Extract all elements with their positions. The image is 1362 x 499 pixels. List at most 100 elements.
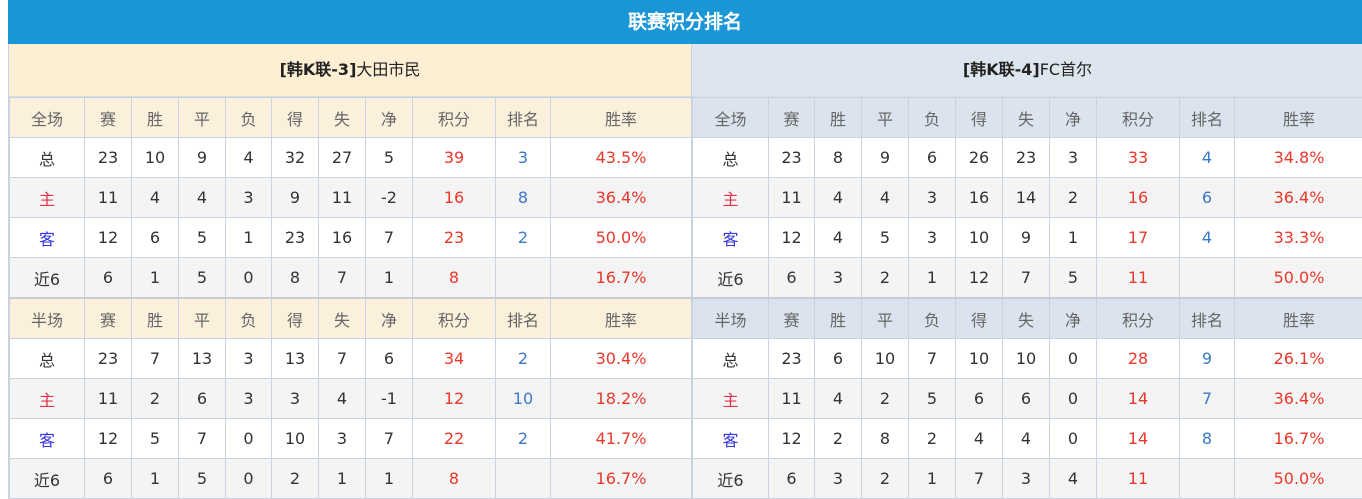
header-cell: 失 [319, 298, 366, 339]
table-cell: 0 [1050, 339, 1097, 379]
header-cell: 失 [1003, 98, 1050, 138]
table-cell: 10 [956, 218, 1003, 258]
header-cell: 全场 [10, 98, 85, 138]
table-cell: 总 [10, 339, 85, 379]
table-cell: 6 [909, 138, 956, 178]
table-cell: 23 [769, 138, 815, 178]
header-cell: 积分 [1097, 98, 1180, 138]
table-cell: 23 [1003, 138, 1050, 178]
table-cell: 3 [909, 178, 956, 218]
table-cell: 2 [132, 379, 179, 419]
table-cell [496, 459, 551, 499]
table-cell: 8 [272, 258, 319, 299]
header-cell: 得 [272, 298, 319, 339]
table-cell: 16 [1097, 178, 1180, 218]
table-cell: 50.0% [1235, 459, 1362, 499]
header-cell: 净 [366, 98, 413, 138]
header-cell: 排名 [1180, 298, 1235, 339]
table-cell: 12 [85, 419, 132, 459]
table-cell: 1 [366, 459, 413, 499]
table-cell: 3 [1050, 138, 1097, 178]
table-cell: 主 [693, 379, 769, 419]
table-cell: 10 [496, 379, 551, 419]
header-cell: 赛 [85, 298, 132, 339]
table-cell: 1 [909, 258, 956, 299]
header-row: 半场赛胜平负得失净积分排名胜率 [10, 298, 692, 339]
table-cell: 28 [1097, 339, 1180, 379]
table-cell [1180, 258, 1235, 299]
team-name[interactable]: [韩K联-4]FC首尔 [692, 44, 1362, 97]
table-cell: 43.5% [551, 138, 692, 178]
table-cell: 0 [226, 419, 272, 459]
team-label: 大田市民 [356, 60, 420, 79]
table-cell: 1 [226, 218, 272, 258]
header-cell: 胜 [132, 98, 179, 138]
table-cell: 7 [132, 339, 179, 379]
team-label: FC首尔 [1040, 60, 1092, 79]
table-cell: 8 [496, 178, 551, 218]
table-cell: 近6 [10, 459, 85, 499]
table-cell: 11 [85, 178, 132, 218]
table-cell [1180, 459, 1235, 499]
table-cell: 16 [319, 218, 366, 258]
table-cell: 2 [862, 258, 909, 299]
table-cell: 12 [413, 379, 496, 419]
table-cell: 4 [956, 419, 1003, 459]
table-cell: 7 [956, 459, 1003, 499]
table-cell: 7 [1003, 258, 1050, 299]
table-cell: 4 [1003, 419, 1050, 459]
table-cell: 1 [132, 258, 179, 299]
table-cell: 5 [909, 379, 956, 419]
table-cell: 36.4% [551, 178, 692, 218]
header-cell: 全场 [693, 98, 769, 138]
table-cell: 33 [1097, 138, 1180, 178]
table-cell: 34.8% [1235, 138, 1362, 178]
table-cell: 16.7% [1235, 419, 1362, 459]
table-cell: 16 [956, 178, 1003, 218]
table-cell: 1 [319, 459, 366, 499]
table-cell: 6 [179, 379, 226, 419]
table-cell: 8 [1180, 419, 1235, 459]
table-cell: 32 [272, 138, 319, 178]
table-cell: -2 [366, 178, 413, 218]
table-cell: 23 [272, 218, 319, 258]
team-name[interactable]: [韩K联-3]大田市民 [9, 44, 691, 97]
table-cell: 23 [85, 138, 132, 178]
table-cell: 18.2% [551, 379, 692, 419]
header-cell: 负 [226, 98, 272, 138]
header-cell: 排名 [1180, 98, 1235, 138]
table-cell: 11 [1097, 459, 1180, 499]
table-cell: 5 [366, 138, 413, 178]
header-cell: 赛 [769, 298, 815, 339]
header-cell: 胜率 [551, 298, 692, 339]
table-cell: 近6 [693, 258, 769, 299]
table-cell: 16 [413, 178, 496, 218]
table-cell: 9 [272, 178, 319, 218]
table-cell: 4 [319, 379, 366, 419]
table-cell: 客 [10, 218, 85, 258]
header-cell: 负 [909, 98, 956, 138]
table-cell: 5 [132, 419, 179, 459]
table-cell: 0 [1050, 379, 1097, 419]
table-cell: 2 [1050, 178, 1097, 218]
header-cell: 失 [319, 98, 366, 138]
header-cell: 得 [956, 98, 1003, 138]
table-cell: 3 [815, 459, 862, 499]
table-cell: 14 [1003, 178, 1050, 218]
header-row: 全场赛胜平负得失净积分排名胜率 [693, 98, 1362, 138]
table-cell: 33.3% [1235, 218, 1362, 258]
table-cell: 客 [693, 218, 769, 258]
table-cell: 6 [85, 258, 132, 299]
table-cell: 8 [862, 419, 909, 459]
header-cell: 胜 [815, 98, 862, 138]
table-cell: 26 [956, 138, 1003, 178]
table-cell: 39 [413, 138, 496, 178]
header-cell: 平 [179, 98, 226, 138]
table-cell: 50.0% [1235, 258, 1362, 299]
table-cell: 2 [272, 459, 319, 499]
